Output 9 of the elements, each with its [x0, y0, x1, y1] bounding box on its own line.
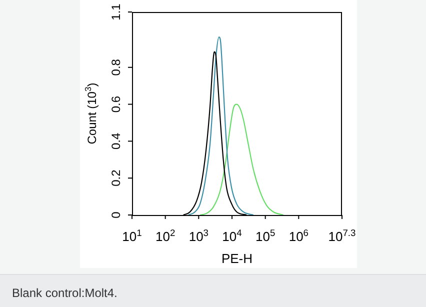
y-tick-label: 0	[109, 211, 123, 218]
y-tick-label: 0.4	[109, 132, 123, 150]
y-tick-label: 0.8	[109, 58, 123, 76]
text: Blank control:Molt4.	[12, 286, 118, 300]
x-axis-title: PE-H	[221, 251, 253, 266]
y-tick-label: 1.1	[109, 3, 123, 20]
y-tick-label: 0.2	[109, 169, 123, 186]
y-axis-title: Count (103)	[83, 82, 99, 144]
y-tick-label: 0.6	[109, 96, 123, 113]
